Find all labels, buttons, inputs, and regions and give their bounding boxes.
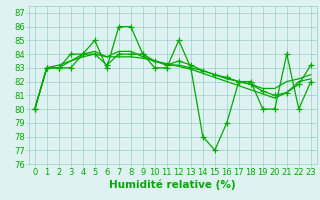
- X-axis label: Humidité relative (%): Humidité relative (%): [109, 180, 236, 190]
